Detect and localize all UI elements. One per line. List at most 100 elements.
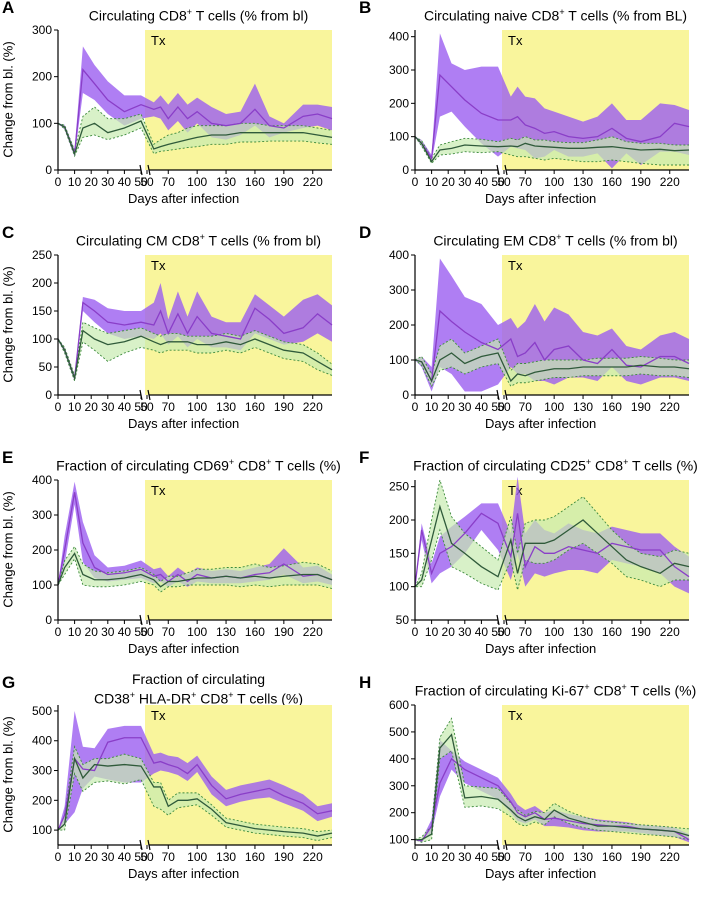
x-tick-label: 70 <box>519 400 533 414</box>
x-tick-label: 50 <box>491 625 505 639</box>
band-lower-green <box>414 359 690 388</box>
panel-g: G Fraction of circulating CD38+ HLA-DR+ CD… <box>0 671 357 900</box>
x-tick-label: 0 <box>412 625 419 639</box>
y-tick-label: 0 <box>402 388 409 402</box>
band-upper-green <box>57 745 333 833</box>
x-tick-label: 70 <box>519 175 533 189</box>
y-tick-label: 100 <box>389 130 409 144</box>
x-tick-label: 30 <box>458 625 472 639</box>
line-purple <box>57 492 333 586</box>
y-tick-label: 300 <box>32 23 52 37</box>
x-axis-title: Days after infection <box>485 641 597 656</box>
band-upper-green <box>414 136 689 160</box>
panel-label: F <box>359 448 370 467</box>
panel-title: Circulating naive CD8+ T cells (% from B… <box>423 7 688 24</box>
y-tick-label: 0 <box>402 163 409 177</box>
x-tick-label: 10 <box>425 850 439 864</box>
panel-label: H <box>359 673 372 692</box>
x-tick-label: 40 <box>118 625 132 639</box>
x-tick-label: 30 <box>458 850 472 864</box>
x-tick-label: 20 <box>85 625 99 639</box>
x-tick-label: 20 <box>442 400 456 414</box>
treatment-label: Tx <box>151 708 166 723</box>
line-green <box>57 120 333 156</box>
x-tick-label: 10 <box>425 175 439 189</box>
y-tick-label: 300 <box>389 63 409 77</box>
panel-h: H Fraction of circulating Ki-67+ CD8+ T c… <box>357 673 714 900</box>
x-tick-label: 130 <box>573 175 593 189</box>
treatment-label: Tx <box>508 258 523 273</box>
x-tick-label: 220 <box>303 850 323 864</box>
x-axis-title: Days after infection <box>128 191 240 206</box>
x-tick-label: 190 <box>274 400 294 414</box>
band-purple <box>58 710 332 831</box>
y-tick-label: 100 <box>32 116 52 130</box>
band-green <box>58 107 332 156</box>
x-tick-label: 100 <box>187 175 207 189</box>
x-tick-label: 160 <box>602 175 622 189</box>
x-tick-label: 20 <box>442 625 456 639</box>
x-tick-label: 130 <box>573 850 593 864</box>
y-tick-label: 400 <box>389 248 409 262</box>
x-tick-label: 50 <box>491 850 505 864</box>
panel-title: Circulating CD8+ T cells (% from bl) <box>88 7 309 24</box>
x-tick-label: 220 <box>303 400 323 414</box>
y-tick-label: 100 <box>32 823 52 837</box>
x-tick-label: 50 <box>134 175 148 189</box>
x-tick-label: 20 <box>85 400 99 414</box>
band-upper-green <box>414 478 690 587</box>
x-tick-label: 100 <box>544 850 564 864</box>
x-tick-label: 190 <box>631 175 651 189</box>
x-tick-label: 190 <box>274 175 294 189</box>
line-green <box>57 756 333 837</box>
line-purple <box>57 737 333 831</box>
x-tick-label: 0 <box>55 175 62 189</box>
x-tick-label: 40 <box>475 625 489 639</box>
panel-title: Circulating CM CD8+ T cells (% from bl) <box>75 232 322 249</box>
x-tick-label: 130 <box>216 400 236 414</box>
band-green <box>415 339 689 387</box>
panel-label: B <box>359 0 372 17</box>
x-tick-label: 130 <box>216 175 236 189</box>
y-tick-label: 200 <box>389 96 409 110</box>
y-tick-label: 250 <box>32 248 52 262</box>
panel-a: A Circulating CD8+ T cells (% from bl) Tx 0… <box>0 0 357 225</box>
y-tick-label: 300 <box>389 283 409 297</box>
y-tick-label: 200 <box>389 513 409 527</box>
x-tick-label: 30 <box>101 175 115 189</box>
y-axis-title: Change from bl. (%) <box>0 41 16 158</box>
x-tick-label: 50 <box>140 400 154 414</box>
band-lower-green <box>415 528 689 591</box>
x-tick-label: 50 <box>140 850 154 864</box>
x-axis-title: Days after infection <box>128 416 240 431</box>
x-tick-label: 70 <box>162 625 176 639</box>
panel-title: Fraction of circulating CD25+ CD8+ T cel… <box>413 457 698 474</box>
x-tick-label: 40 <box>118 850 132 864</box>
x-tick-label: 220 <box>660 625 680 639</box>
y-tick-label: 250 <box>389 480 409 494</box>
band-green <box>415 136 689 165</box>
x-tick-label: 190 <box>631 400 651 414</box>
x-tick-label: 130 <box>573 625 593 639</box>
x-tick-label: 10 <box>68 400 82 414</box>
y-tick-label: 0 <box>45 163 52 177</box>
line-purple <box>57 68 333 154</box>
y-tick-label: 400 <box>32 473 52 487</box>
x-tick-label: 50 <box>491 175 505 189</box>
x-tick-label: 160 <box>245 850 265 864</box>
treatment-band <box>145 480 332 620</box>
line-green <box>414 352 690 383</box>
y-tick-label: 0 <box>45 388 52 402</box>
y-tick-label: 50 <box>39 360 53 374</box>
axis-break-mark <box>147 164 151 176</box>
x-tick-label: 70 <box>162 175 176 189</box>
x-tick-label: 10 <box>68 175 82 189</box>
x-axis-title: Days after infection <box>485 416 597 431</box>
